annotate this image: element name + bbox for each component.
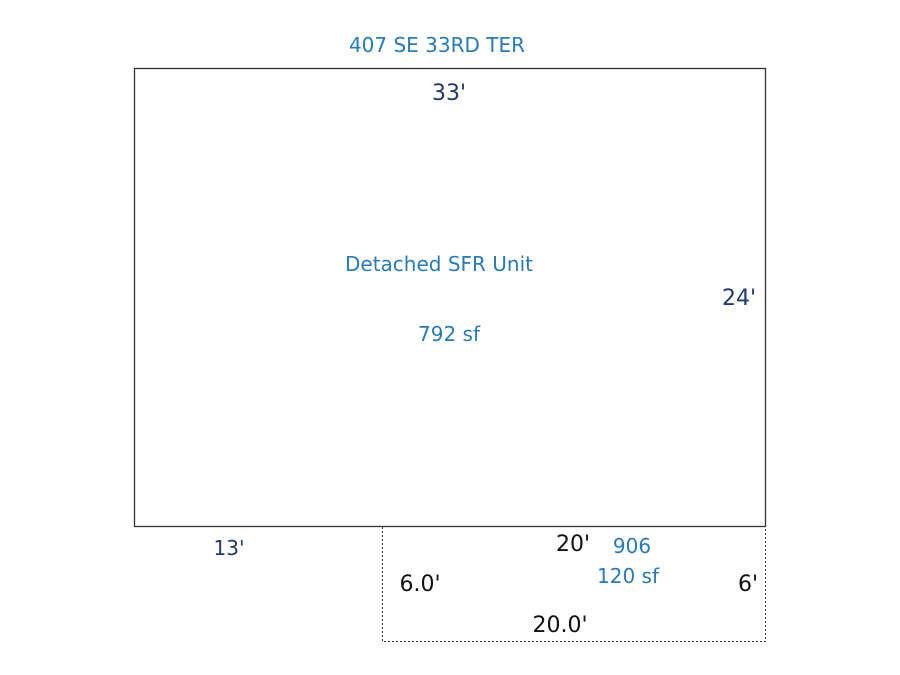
secondary-area-size: 120 sf xyxy=(597,564,660,588)
main-area-outline xyxy=(133,67,767,528)
main-right-dimension: 24' xyxy=(722,286,756,311)
secondary-right-dimension: 6' xyxy=(738,572,758,597)
secondary-top-dimension: 20' xyxy=(556,532,590,557)
main-top-dimension: 33' xyxy=(432,81,466,106)
secondary-area-outline xyxy=(382,527,766,642)
address-title: 407 SE 33RD TER xyxy=(349,33,525,57)
secondary-bottom-dimension: 20.0' xyxy=(532,613,587,638)
secondary-area-code: 906 xyxy=(613,534,651,558)
main-bottom-left-dimension: 13' xyxy=(214,536,245,560)
main-area-size: 792 sf xyxy=(418,322,481,346)
secondary-left-dimension: 6.0' xyxy=(399,572,440,597)
main-area-name: Detached SFR Unit xyxy=(345,252,533,276)
